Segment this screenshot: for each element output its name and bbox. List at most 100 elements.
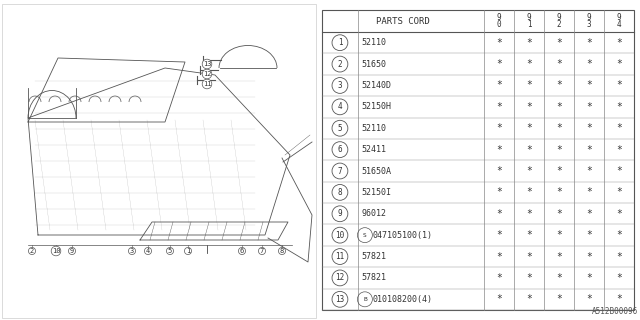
Text: 1: 1 (338, 38, 342, 47)
Text: *: * (496, 166, 502, 176)
Text: *: * (616, 252, 622, 261)
Text: 9
2: 9 2 (557, 12, 561, 29)
Text: 8: 8 (280, 248, 284, 254)
Text: 52411: 52411 (362, 145, 387, 154)
Text: *: * (616, 166, 622, 176)
Text: *: * (616, 145, 622, 155)
Text: *: * (526, 59, 532, 69)
Text: 52150I: 52150I (362, 188, 392, 197)
Text: *: * (616, 230, 622, 240)
Text: 13: 13 (335, 295, 344, 304)
Text: *: * (526, 38, 532, 48)
Text: 52140D: 52140D (362, 81, 392, 90)
Text: *: * (526, 166, 532, 176)
Bar (322, 10, 634, 310)
Text: *: * (616, 102, 622, 112)
Text: *: * (586, 123, 592, 133)
Text: 7: 7 (260, 248, 264, 254)
Text: *: * (556, 80, 562, 91)
Text: *: * (586, 38, 592, 48)
Text: *: * (616, 59, 622, 69)
Text: *: * (496, 123, 502, 133)
Text: *: * (586, 166, 592, 176)
Text: *: * (616, 188, 622, 197)
Text: 5: 5 (338, 124, 342, 133)
Text: *: * (526, 209, 532, 219)
Text: 52110: 52110 (362, 38, 387, 47)
Text: 4: 4 (146, 248, 150, 254)
Text: *: * (556, 59, 562, 69)
Text: *: * (496, 294, 502, 304)
Text: *: * (556, 145, 562, 155)
Text: *: * (526, 188, 532, 197)
Text: *: * (496, 230, 502, 240)
Text: 3: 3 (130, 248, 134, 254)
Text: *: * (616, 273, 622, 283)
Text: 3: 3 (338, 81, 342, 90)
Text: A512B00096: A512B00096 (592, 307, 638, 316)
Text: *: * (526, 273, 532, 283)
Text: 96012: 96012 (362, 209, 387, 218)
Text: 12: 12 (203, 71, 211, 77)
Text: 047105100(1): 047105100(1) (373, 231, 433, 240)
Text: *: * (586, 230, 592, 240)
Text: *: * (496, 80, 502, 91)
Text: 2: 2 (338, 60, 342, 68)
Text: 7: 7 (338, 166, 342, 175)
Text: 8: 8 (338, 188, 342, 197)
Text: 11: 11 (335, 252, 344, 261)
Text: *: * (616, 38, 622, 48)
Text: 9
1: 9 1 (527, 12, 531, 29)
Text: 57821: 57821 (362, 252, 387, 261)
Text: *: * (586, 188, 592, 197)
Text: 9
0: 9 0 (497, 12, 502, 29)
Text: *: * (496, 38, 502, 48)
Text: B: B (363, 297, 367, 302)
Text: *: * (526, 123, 532, 133)
Text: *: * (556, 166, 562, 176)
Text: *: * (586, 252, 592, 261)
Text: S: S (363, 233, 367, 238)
Text: 13: 13 (203, 61, 211, 67)
Text: *: * (496, 252, 502, 261)
Text: *: * (586, 145, 592, 155)
Text: *: * (586, 102, 592, 112)
Text: 52110: 52110 (362, 124, 387, 133)
Text: *: * (616, 123, 622, 133)
Text: *: * (586, 209, 592, 219)
Text: *: * (526, 294, 532, 304)
Text: *: * (586, 294, 592, 304)
Text: *: * (556, 38, 562, 48)
Text: 6: 6 (240, 248, 244, 254)
Bar (2, 4, 316, 318)
Text: *: * (556, 123, 562, 133)
Text: *: * (526, 102, 532, 112)
Text: 010108200(4): 010108200(4) (373, 295, 433, 304)
Text: *: * (556, 209, 562, 219)
Text: *: * (496, 59, 502, 69)
Text: *: * (496, 209, 502, 219)
Text: 2: 2 (30, 248, 34, 254)
Text: 51650A: 51650A (362, 166, 392, 175)
Text: 51650: 51650 (362, 60, 387, 68)
Text: *: * (586, 59, 592, 69)
Text: *: * (556, 273, 562, 283)
Text: *: * (616, 209, 622, 219)
Text: *: * (526, 252, 532, 261)
Text: *: * (616, 80, 622, 91)
Text: 12: 12 (335, 273, 344, 283)
Text: 10: 10 (335, 231, 344, 240)
Text: *: * (496, 145, 502, 155)
Text: 6: 6 (338, 145, 342, 154)
Text: *: * (556, 294, 562, 304)
Text: *: * (496, 102, 502, 112)
Text: 57821: 57821 (362, 273, 387, 283)
Text: *: * (526, 80, 532, 91)
Text: *: * (526, 230, 532, 240)
Text: 9
3: 9 3 (587, 12, 591, 29)
Text: *: * (556, 102, 562, 112)
Text: 11: 11 (203, 81, 211, 87)
Text: 9: 9 (70, 248, 74, 254)
Text: 10: 10 (52, 248, 60, 254)
Text: 5: 5 (168, 248, 172, 254)
